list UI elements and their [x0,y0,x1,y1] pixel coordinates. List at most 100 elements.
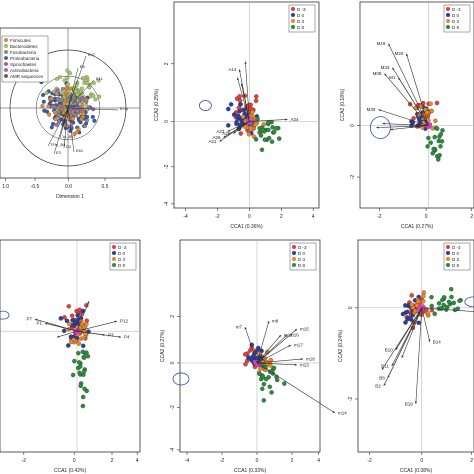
vector-arrow [227,121,250,132]
taxon-point [76,127,81,132]
legend-marker [446,19,450,23]
arrow-head [428,339,431,342]
vector-arrow [76,301,90,332]
taxon-point [65,82,70,87]
vector-arrow [241,83,250,122]
arrow-head [284,334,287,338]
sample-point [414,303,420,308]
legend-marker [292,245,296,249]
y-tick-label: 0 [164,120,170,123]
sample-point [226,106,231,112]
arrow-head [87,301,90,304]
x-axis-label: Dimension 1 [56,194,84,200]
sample-point [77,370,82,376]
sample-point [446,299,452,305]
taxon-point [52,104,57,109]
arrow-head [278,334,281,338]
vector-label: B8 [379,375,385,380]
arrow-head [392,67,395,71]
vector-label: A28 [222,131,231,136]
sample-point [78,383,83,389]
x-tick-label: 4 [136,458,139,464]
legend-label: D -3 [298,245,307,250]
sample-point [270,125,275,130]
vector-label: A14 [228,67,237,72]
x-axis-label: CCA1 (0.27%) [401,224,434,230]
panel-a: E47 B5 E11 D2 1s_B47 E61 E3 E7/y TFtu_B4 Firmicut… [0,27,141,200]
sample-point [457,298,462,304]
x-tick-label: 2 [111,458,114,464]
arrow-head [238,69,241,72]
sample-point [440,297,445,303]
taxon-point [59,97,64,102]
arrow-head [288,344,291,347]
legend-label: D 8 [298,263,306,268]
sample-point [70,372,76,378]
sample-point [425,144,430,149]
sample-point [254,94,259,99]
x-tick-label: 2 [470,458,473,464]
taxon-point [71,120,76,125]
highlight-ellipse [198,100,212,111]
vector-arrow [401,307,423,358]
arrow-head [223,135,226,138]
vector-label: B2 [375,383,381,388]
legend-marker [112,263,116,267]
taxon-point [53,117,58,122]
vector-arrow [256,334,282,364]
legend-marker [291,7,295,11]
legend-marker [291,13,295,17]
legend-label: D 8 [297,25,305,30]
taxon-point [92,118,97,123]
arrow-head [35,318,38,321]
vector-arrow [249,119,288,122]
arrow-head [45,322,48,325]
sample-point [408,317,414,322]
sample-point [69,313,75,318]
sample-point [64,318,70,324]
legend-marker [112,257,116,261]
taxon-point [56,98,61,103]
legend-label: D 0 [452,13,460,18]
x-tick-label: 0 [256,458,259,464]
sample-point [80,343,86,349]
legend-label: D 8 [118,263,126,268]
vector-arrow [67,55,87,109]
x-axis-label: CCA1 (0.42%) [54,468,87,474]
sample-point [81,368,87,374]
legend-marker [292,263,296,267]
arrow-head [267,320,270,324]
taxon-point [82,124,87,129]
x-axis-label: CCA1 (0.36%) [230,224,263,230]
taxon-point [97,94,102,99]
vector-label: M33 [381,65,390,70]
vector-label: P7 [26,317,32,322]
taxon-point [84,118,89,123]
taxon-point [82,75,87,80]
vector-label: P12 [120,319,129,324]
taxon-point [72,112,77,117]
vector-arrow [67,107,75,153]
sample-point [68,339,74,345]
legend-marker [446,251,450,255]
taxon-point [75,92,80,97]
sample-point [403,320,408,325]
sample-point [434,126,440,131]
taxon-point [84,99,89,104]
vector-label: E47 [88,52,96,57]
arrow-head [294,363,297,366]
taxon-point [47,112,52,117]
arrow-head [244,61,247,64]
taxon-point [91,93,96,98]
vector-arrow [256,344,292,364]
arrow-head [401,355,404,358]
sample-point [82,386,87,392]
sample-point [449,294,454,300]
taxon-point [46,104,51,109]
sample-point [429,303,434,309]
arrow-head [390,128,393,131]
sample-point [237,98,243,103]
sample-point [76,350,81,356]
sample-point [274,377,280,383]
